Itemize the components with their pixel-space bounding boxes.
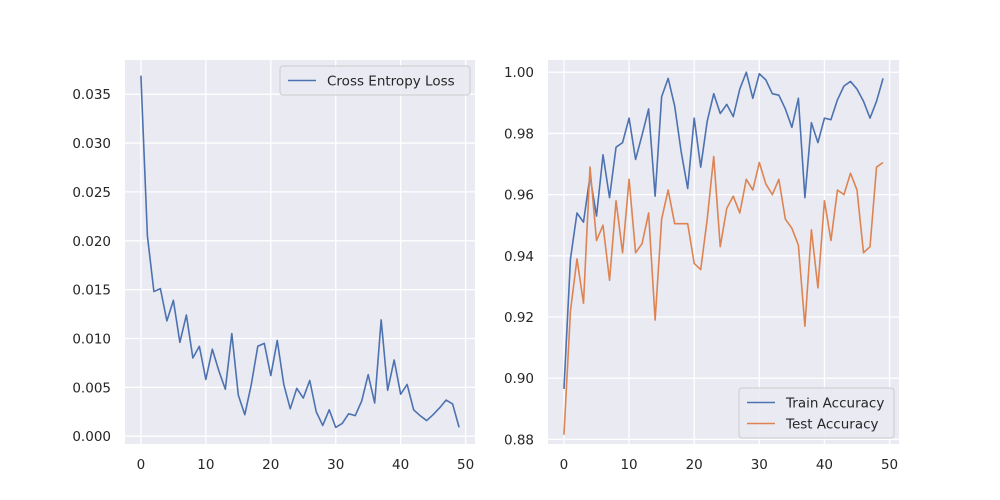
- legend-frame: [738, 387, 895, 439]
- y-tick-label: 0.94: [504, 249, 534, 265]
- x-tick-label: 30: [751, 457, 768, 473]
- plot-area: [548, 60, 899, 444]
- x-tick-label: 40: [392, 457, 409, 473]
- y-tick-label: 0.030: [72, 136, 111, 152]
- y-tick-label: 0.010: [72, 331, 111, 347]
- loss-panel: 0 10 20 30 40 50 0.000 0.005 0.010 0.015 0.020 0.02…: [72, 60, 475, 473]
- x-tick-label: 10: [197, 457, 214, 473]
- x-tick-label: 40: [816, 457, 833, 473]
- y-tick-label: 0.005: [72, 380, 111, 396]
- x-tick-label: 0: [137, 457, 146, 473]
- x-tick-label: 10: [620, 457, 637, 473]
- train-accuracy-line: [563, 71, 884, 389]
- y-tick-label: 0.90: [504, 371, 534, 387]
- legend: Cross Entropy Loss: [279, 65, 471, 96]
- y-tick-label: 0.015: [72, 283, 111, 299]
- y-tick-label: 0.020: [72, 234, 111, 250]
- x-tick-label: 20: [262, 457, 279, 473]
- legend-frame: [279, 65, 471, 96]
- x-tick-label: 0: [560, 457, 569, 473]
- cross-entropy-loss-line: [140, 75, 460, 429]
- test-accuracy-line: [563, 155, 884, 435]
- y-tick-label: 0.025: [72, 185, 111, 201]
- x-tick-label: 30: [327, 457, 344, 473]
- y-tick-label: 0.000: [72, 429, 111, 445]
- legend: Train Accuracy Test Accuracy: [738, 387, 895, 439]
- legend-label: Train Accuracy: [785, 396, 884, 412]
- accuracy-panel: 0 10 20 30 40 50 0.88 0.90 0.92 0.94 0.96 0.98 1.00 T…: [504, 60, 899, 473]
- legend-label: Test Accuracy: [785, 417, 879, 433]
- legend-label: Cross Entropy Loss: [327, 74, 455, 90]
- x-tick-label: 20: [686, 457, 703, 473]
- x-tick-label: 50: [881, 457, 898, 473]
- y-tick-label: 0.92: [504, 310, 534, 326]
- y-tick-label: 0.96: [504, 188, 534, 204]
- x-tick-label: 50: [457, 457, 474, 473]
- plot-area: [125, 60, 475, 444]
- y-tick-label: 0.035: [72, 87, 111, 103]
- y-tick-label: 0.98: [504, 126, 534, 142]
- y-tick-label: 1.00: [504, 65, 534, 81]
- y-tick-label: 0.88: [504, 432, 534, 448]
